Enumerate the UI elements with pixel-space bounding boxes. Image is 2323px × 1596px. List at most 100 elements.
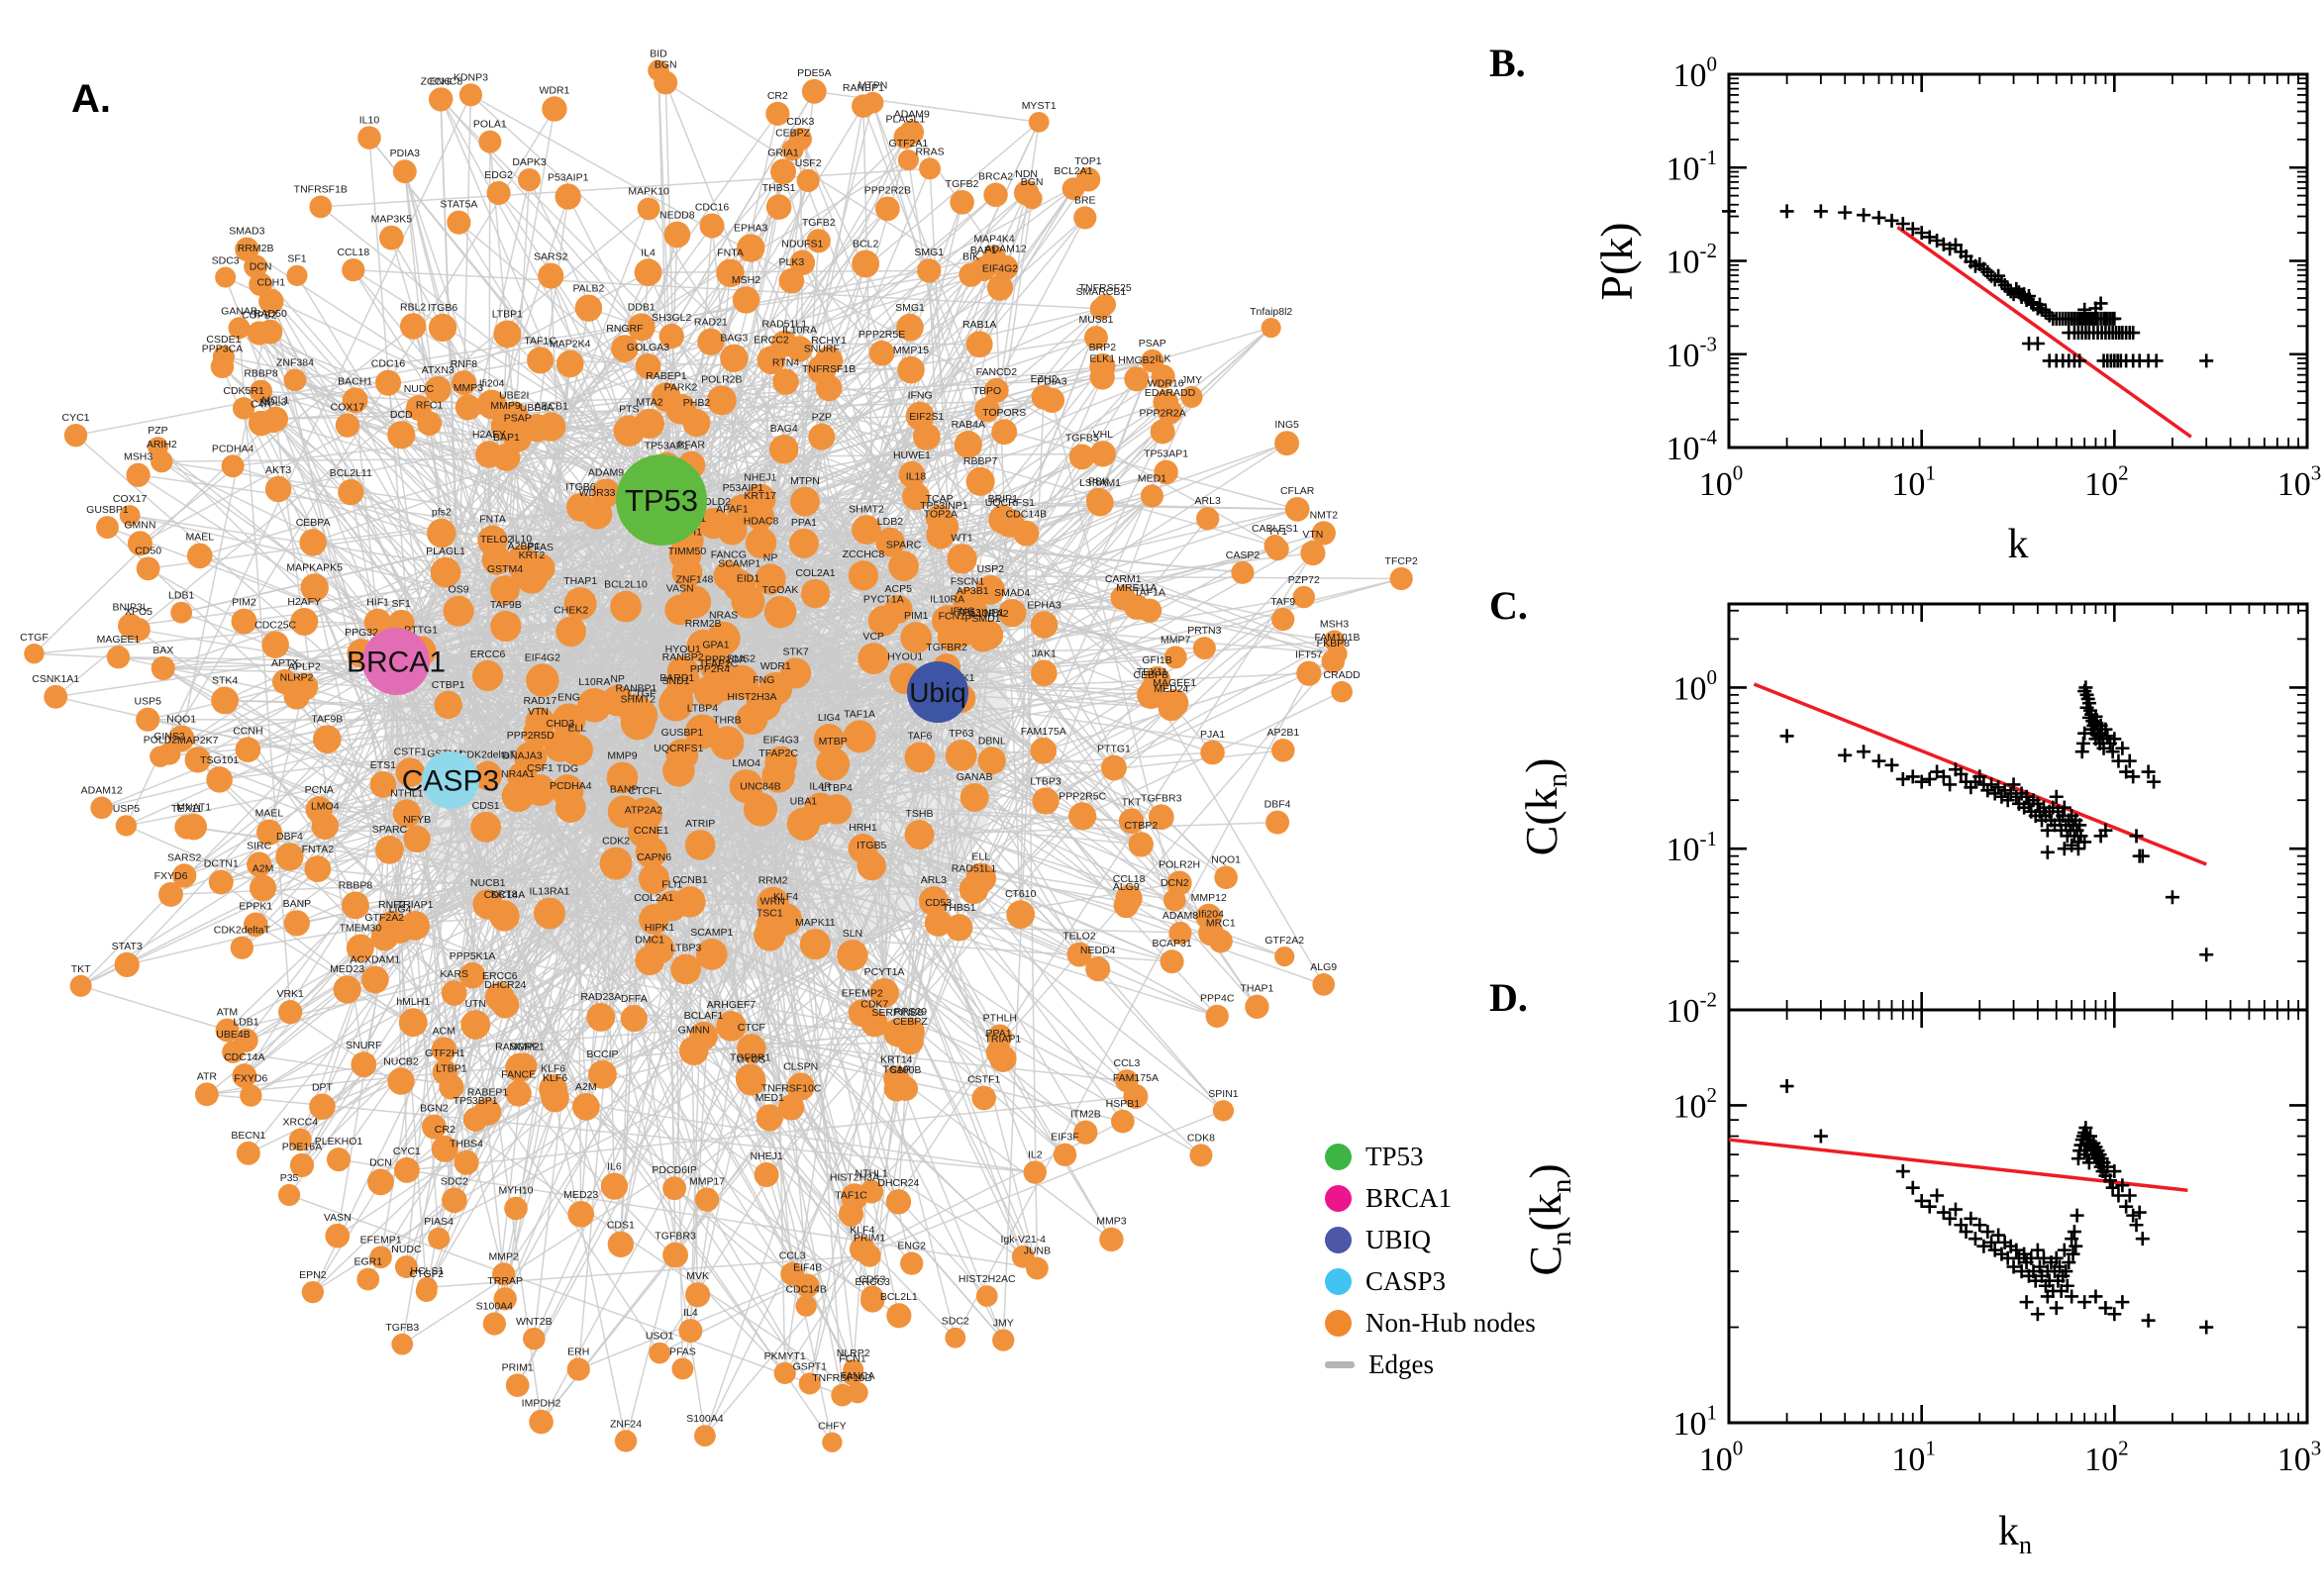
network-edge [653,691,939,921]
network-node [1205,1004,1229,1029]
network-node [283,368,307,392]
network-node-label: TP53AP1 [645,441,689,452]
network-node [505,1052,535,1082]
data-point-marker [1930,1188,1945,1203]
network-node [763,595,797,629]
legend-label: TP53 [1365,1141,1424,1171]
network-node [706,621,741,655]
network-node [591,478,621,508]
network-node-label: BCLAF1 [684,1010,724,1022]
network-node [24,643,45,664]
network-node [837,940,868,971]
network-node [924,909,953,937]
data-point-marker [1813,204,1828,219]
network-edge [404,170,542,569]
network-node [247,321,271,346]
network-node-label: TGFBR2 [926,642,967,653]
network-node [1068,444,1095,470]
network-node [822,1432,843,1452]
network-edge [383,660,397,938]
network-node-label: UBE4A [520,402,554,414]
network-node [1274,431,1300,456]
network-node [627,313,656,342]
data-point-marker [1964,1211,1978,1226]
network-node [953,587,982,618]
network-node-label: HIST2H3A [727,691,776,703]
network-node-label: TAF9B [490,599,522,611]
network-node [965,466,995,496]
data-point-marker [2135,848,2150,863]
network-node-label: KRT2 [519,549,546,561]
network-node [244,254,268,279]
legend-item-non-hub-nodes: Non-Hub nodes [1325,1307,1536,1339]
network-node [656,890,688,922]
network-node [885,1189,912,1215]
network-edge [221,365,418,840]
network-node-label: UBA1 [790,796,818,808]
network-edge [665,396,684,1369]
network-node [635,352,661,379]
network-node [357,126,381,150]
axis-tick-label: 102 [2084,461,2129,503]
network-node-label: HYOU1 [887,651,923,663]
network-node-label: RNF2 [378,899,406,911]
network-node [677,585,712,619]
network-node [90,796,113,820]
network-node-label: POLR2B [701,373,742,385]
network-node-label: KLF4 [773,891,798,903]
network-node [395,757,426,787]
network-node-label: HDAC8 [744,516,779,528]
data-point-marker [2019,1295,2034,1310]
network-edge [809,900,935,1384]
network-node-label: RTN4 [772,356,799,368]
network-node-label: LTBP3 [1030,775,1060,787]
network-node [975,575,1006,605]
network-node [888,550,919,582]
network-node-label: BAG4 [770,423,798,435]
network-edge [871,102,1046,673]
network-node-label: BAP1 [493,432,520,444]
network-node-label: EIF4G3 [763,735,799,747]
network-node-label: SLN [843,928,862,940]
network-node-label: EID1 [737,573,760,585]
panel-label-a: A. [71,77,111,121]
network-node-label: TP63 [949,728,973,740]
network-node-label: MAPK11 [795,917,836,929]
network-node [983,377,1009,403]
network-node [974,396,1000,423]
network-node-label: THRB [713,714,742,726]
data-point-marker [2199,948,2214,962]
data-point-marker [1895,771,1910,786]
network-edge [450,501,806,781]
network-node-label: FCN1 [939,611,966,623]
network-node [505,1373,530,1398]
network-node-label: PMS2 [727,653,756,665]
network-node [393,1156,420,1183]
network-node [236,1141,260,1165]
network-edge [516,763,834,1386]
network-node-label: WT1 [951,532,972,544]
network-node [148,437,168,457]
network-node [403,825,431,853]
network-node [897,355,925,384]
network-node-label: PCDHA4 [550,780,592,792]
network-node-label: TSHB [906,808,934,820]
network-node [770,158,797,185]
data-point-marker [2057,842,2071,856]
network-node-label: TAF1A [844,708,875,720]
data-point-marker [2067,1225,2081,1240]
y-axis-label-group: C(kn) [1516,758,1573,856]
network-node [599,847,633,880]
network-edge [161,452,1103,462]
network-node-label: PTS [619,404,639,416]
network-edge [660,159,909,501]
network-node [1195,507,1220,531]
network-edge [1025,533,1153,692]
network-node-label: FLI1 [661,878,682,890]
network-node-label: A2BP1 [508,541,541,552]
data-point-marker [2135,1232,2150,1247]
network-node-label: FSCN1 [951,575,985,587]
network-node-label: CTBP1 [432,679,465,691]
network-node [1030,611,1059,639]
data-point-marker [1779,729,1794,744]
